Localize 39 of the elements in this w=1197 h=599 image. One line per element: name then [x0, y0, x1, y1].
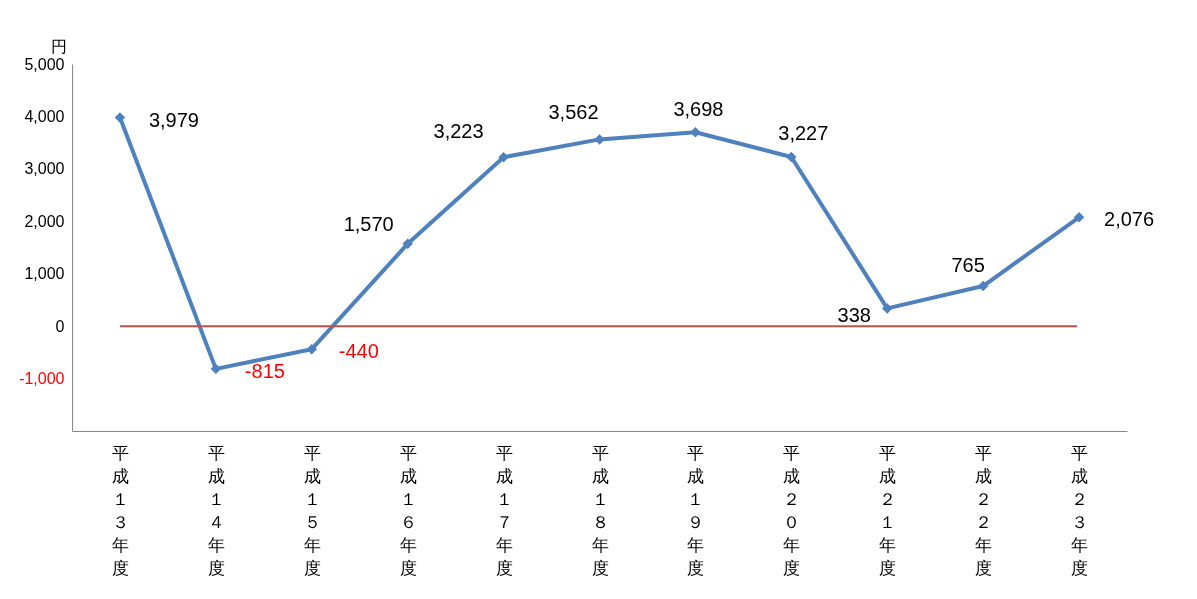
x-tick-label: 平成１８年度: [591, 443, 609, 578]
y-tick-label: 0: [55, 317, 65, 335]
data-label: 3,698: [673, 98, 724, 121]
data-label: 3,227: [778, 121, 829, 144]
y-axis-title: 円: [50, 37, 67, 55]
x-tick-label: 平成１４年度: [207, 443, 225, 578]
data-label: 3,562: [548, 101, 599, 124]
data-label: -815: [244, 359, 285, 382]
data-label: 765: [951, 254, 985, 277]
x-tick-label: 平成１５年度: [303, 443, 321, 578]
point: [1073, 212, 1085, 223]
point: [306, 343, 318, 355]
x-tick-label: 平成１３年度: [111, 443, 129, 578]
x-tick-label: 平成２０年度: [783, 443, 801, 578]
x-tick-label: 平成２３年度: [1071, 443, 1089, 578]
data-label: -440: [338, 340, 379, 363]
data-label: 338: [837, 304, 871, 327]
point: [881, 303, 893, 314]
y-tick-label: -1,000: [19, 370, 65, 388]
point: [402, 238, 413, 250]
point: [114, 112, 126, 123]
y-tick-label: 5,000: [24, 55, 65, 73]
y-tick-label: 4,000: [24, 107, 65, 125]
point: [786, 151, 797, 163]
point: [498, 151, 509, 163]
x-tick-label: 平成２２年度: [975, 443, 993, 578]
x-tick-label: 平成１６年度: [399, 443, 417, 578]
data-label: 1,570: [343, 212, 394, 235]
data-label: 2,076: [1104, 208, 1155, 231]
x-tick-label: 平成１９年度: [687, 443, 705, 578]
data-label: 3,979: [148, 108, 199, 131]
point: [210, 363, 222, 375]
x-tick-label: 平成１７年度: [495, 443, 513, 578]
y-tick-label: 2,000: [24, 212, 65, 230]
point: [690, 127, 701, 138]
data-label: 3,223: [433, 120, 484, 143]
y-tick-label: 3,000: [24, 160, 65, 178]
x-tick-label: 平成２１年度: [879, 443, 897, 578]
y-tick-label: 1,000: [24, 265, 65, 283]
